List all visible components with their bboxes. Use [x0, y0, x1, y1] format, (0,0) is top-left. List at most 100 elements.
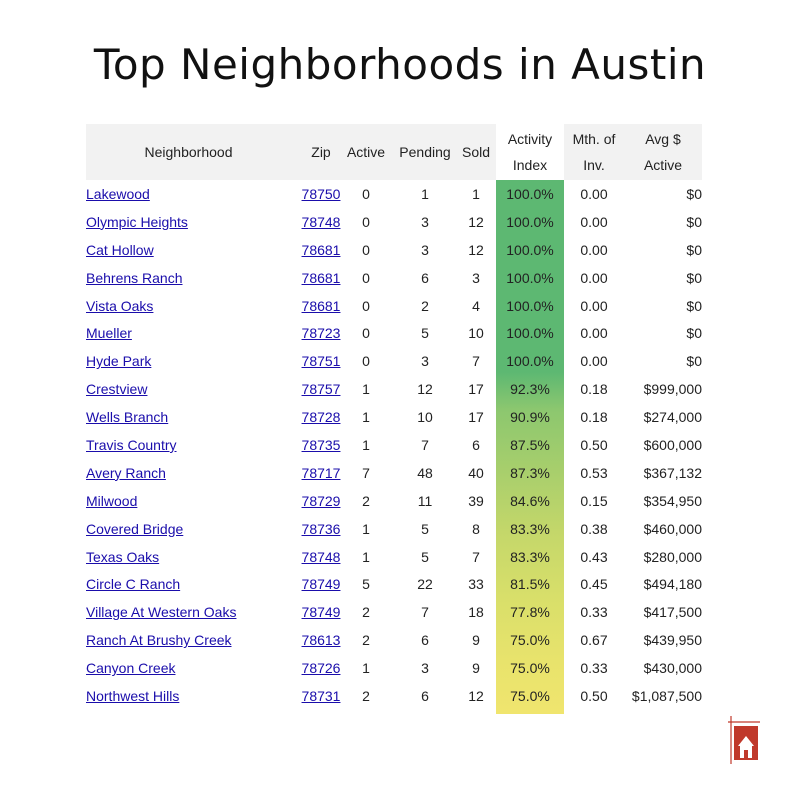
neighborhood-link[interactable]: Northwest Hills: [86, 687, 180, 704]
sold-count: 4: [472, 297, 480, 314]
avg-active-price: $1,087,500: [631, 687, 702, 704]
neighborhood-link-cell: Hyde Park: [86, 347, 291, 375]
table-row: Canyon Creek 78726 1 3 9 75.0% 0.33 $430,000: [86, 654, 702, 682]
months-of-inventory-value: 0.00: [580, 185, 608, 202]
neighborhood-link[interactable]: Hyde Park: [86, 353, 152, 370]
neighborhood-link[interactable]: Milwood: [86, 492, 138, 509]
months-of-inventory-value: 0.18: [580, 381, 608, 398]
months-of-inventory-value: 0.45: [580, 576, 608, 593]
sold-count: 17: [468, 409, 484, 426]
zip-link-cell: 78748: [291, 208, 351, 236]
sold-count: 7: [472, 548, 480, 565]
months-of-inventory-value-cell: 0.53: [564, 459, 624, 487]
zip-link[interactable]: 78728: [301, 409, 341, 426]
zip-link-cell: 78613: [291, 626, 351, 654]
zip-link[interactable]: 78729: [301, 492, 341, 509]
sold-count-cell: 33: [454, 570, 498, 598]
neighborhood-link[interactable]: Wells Branch: [86, 409, 169, 426]
neighborhood-link-cell: Village At Western Oaks: [86, 598, 291, 626]
table-row: Circle C Ranch 78749 5 22 33 81.5% 0.45 $494,18…: [86, 570, 702, 598]
sold-count: 9: [472, 660, 480, 677]
neighborhood-link[interactable]: Village At Western Oaks: [86, 604, 237, 621]
neighborhood-link-cell: Behrens Ranch: [86, 264, 291, 292]
sold-count: 33: [468, 576, 484, 593]
zip-link[interactable]: 78717: [301, 464, 341, 481]
sold-count: 18: [468, 604, 484, 621]
neighborhood-link[interactable]: Lakewood: [86, 185, 150, 202]
months-of-inventory-value: 0.00: [580, 297, 608, 314]
page-title: Top Neighborhoods in Austin: [93, 40, 707, 89]
neighborhood-link[interactable]: Mueller: [86, 325, 132, 342]
neighborhood-link[interactable]: Circle C Ranch: [86, 576, 181, 593]
neighborhood-link[interactable]: Crestview: [86, 381, 148, 398]
zip-link[interactable]: 78749: [301, 604, 341, 621]
pending-count-cell: 10: [392, 403, 458, 431]
neighborhood-link[interactable]: Canyon Creek: [86, 660, 176, 677]
neighborhood-link[interactable]: Travis Country: [86, 436, 177, 453]
months-of-inventory-value: 0.33: [580, 660, 608, 677]
neighborhood-link[interactable]: Texas Oaks: [86, 548, 160, 565]
neighborhood-link-cell: Circle C Ranch: [86, 570, 291, 598]
zip-link[interactable]: 78748: [301, 213, 341, 230]
zip-link[interactable]: 78751: [301, 353, 341, 370]
months-of-inventory-value-cell: 0.50: [564, 682, 624, 710]
pending-count-cell: 6: [392, 626, 458, 654]
neighborhood-link[interactable]: Cat Hollow: [86, 241, 154, 258]
sold-count-cell: 12: [454, 208, 498, 236]
months-of-inventory-value: 0.00: [580, 325, 608, 342]
avg-active-price: $0: [686, 213, 702, 230]
activity-index-value-cell: 100.0%: [496, 208, 564, 236]
zip-link[interactable]: 78750: [301, 185, 341, 202]
header-activity-index: Activity Index: [496, 124, 564, 180]
activity-index-value: 77.8%: [510, 604, 550, 621]
active-count: 0: [362, 185, 370, 202]
pending-count-cell: 11: [392, 487, 458, 515]
months-of-inventory-value-cell: 0.18: [564, 375, 624, 403]
months-of-inventory-value: 0.53: [580, 464, 608, 481]
active-count-cell: 0: [336, 292, 396, 320]
neighborhood-link[interactable]: Vista Oaks: [86, 297, 154, 314]
neighborhood-link[interactable]: Olympic Heights: [86, 213, 188, 230]
neighborhood-link[interactable]: Behrens Ranch: [86, 269, 183, 286]
zip-link[interactable]: 78681: [301, 269, 341, 286]
activity-index-value: 75.0%: [510, 687, 550, 704]
activity-index-value: 100.0%: [506, 241, 554, 258]
zip-link[interactable]: 78681: [301, 241, 341, 258]
zip-link[interactable]: 78731: [301, 687, 341, 704]
zip-link-cell: 78681: [291, 236, 351, 264]
zip-link[interactable]: 78749: [301, 576, 341, 593]
months-of-inventory-value-cell: 0.00: [564, 208, 624, 236]
pending-count: 5: [421, 548, 429, 565]
avg-active-price-cell: $417,500: [624, 598, 702, 626]
zip-link-cell: 78736: [291, 515, 351, 543]
active-count: 0: [362, 241, 370, 258]
zip-link[interactable]: 78736: [301, 520, 341, 537]
avg-active-price: $0: [686, 297, 702, 314]
pending-count: 1: [421, 185, 429, 202]
zip-link[interactable]: 78735: [301, 436, 341, 453]
activity-index-value: 100.0%: [506, 353, 554, 370]
zip-link[interactable]: 78681: [301, 297, 341, 314]
activity-index-value: 75.0%: [510, 632, 550, 649]
neighborhood-link[interactable]: Avery Ranch: [86, 464, 166, 481]
pending-count-cell: 2: [392, 292, 458, 320]
header-months-of-inventory: Mth. of Inv.: [564, 124, 624, 180]
zip-link[interactable]: 78613: [301, 632, 341, 649]
avg-active-price-cell: $0: [624, 292, 702, 320]
pending-count: 6: [421, 269, 429, 286]
activity-index-value-cell: 100.0%: [496, 236, 564, 264]
table-row: Village At Western Oaks 78749 2 7 18 77.8% 0.3…: [86, 598, 702, 626]
zip-link[interactable]: 78748: [301, 548, 341, 565]
avg-active-price: $274,000: [643, 409, 702, 426]
zip-link[interactable]: 78723: [301, 325, 341, 342]
months-of-inventory-value: 0.00: [580, 353, 608, 370]
zip-link[interactable]: 78726: [301, 660, 341, 677]
header-avg-line2: Active: [643, 157, 683, 173]
active-count-cell: 1: [336, 654, 396, 682]
neighborhood-link[interactable]: Ranch At Brushy Creek: [86, 632, 232, 649]
neighborhood-table: Neighborhood Zip Active Pending Sold Act…: [86, 124, 702, 714]
activity-index-value-cell: 100.0%: [496, 264, 564, 292]
neighborhood-link[interactable]: Covered Bridge: [86, 520, 184, 537]
zip-link-cell: 78757: [291, 375, 351, 403]
zip-link[interactable]: 78757: [301, 381, 341, 398]
